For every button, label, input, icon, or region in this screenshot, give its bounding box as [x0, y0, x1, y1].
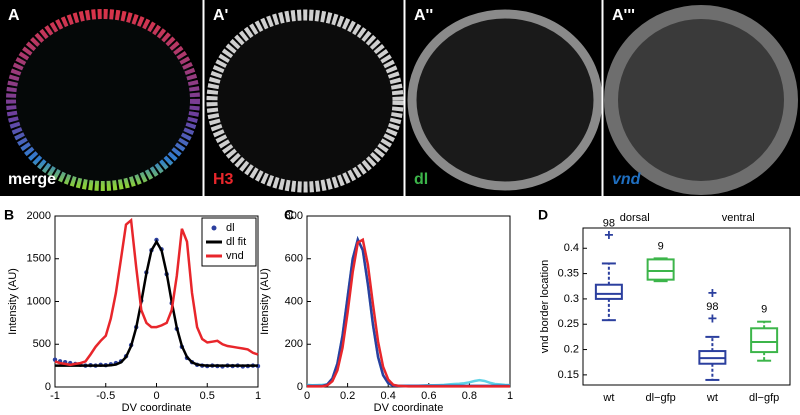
panel-label: A'	[213, 7, 228, 24]
y-tick-label: 0	[45, 381, 51, 393]
y-tick-label: 0	[297, 381, 303, 393]
x-tick-label: 1	[507, 390, 513, 402]
panel-label: B	[4, 207, 14, 223]
legend-label: dl	[226, 222, 235, 234]
count-label: 98	[603, 218, 615, 230]
y-tick-label: 0.25	[558, 318, 579, 330]
outlier: +	[708, 310, 717, 327]
x-tick-label: 0.8	[462, 390, 477, 402]
y-tick-label: 400	[285, 295, 303, 307]
x-tick-label: -1	[50, 390, 60, 402]
y-tick-label: 0.4	[564, 242, 579, 254]
legend-label: dl fit	[226, 236, 246, 248]
y-tick-label: 0.35	[558, 267, 579, 279]
x-tick-label: wt	[706, 392, 718, 404]
x-tick-label: 0	[304, 390, 310, 402]
x-axis-label: DV coordinate	[374, 402, 444, 414]
x-tick-label: 0.2	[340, 390, 355, 402]
x-tick-label: 1	[255, 390, 261, 402]
x-tick-label: 0.4	[381, 390, 396, 402]
legend-marker	[211, 225, 217, 231]
y-tick-label: 600	[285, 253, 303, 265]
legend-box	[201, 217, 257, 267]
panel-label: D	[538, 207, 548, 223]
embryo-h3	[206, 9, 404, 193]
data-line	[55, 239, 258, 367]
embryo-merge	[6, 9, 200, 191]
y-tick-label: 0.15	[558, 369, 579, 381]
embryo-vnd	[604, 5, 798, 195]
panel-label: A'''	[612, 7, 635, 24]
plot-frame	[582, 227, 791, 386]
box	[750, 327, 779, 354]
group-label: dorsal	[620, 212, 650, 224]
x-tick-label: dl−gfp	[749, 392, 779, 404]
group-label: ventral	[722, 212, 755, 224]
count-label: 9	[658, 240, 664, 252]
data-line	[54, 217, 259, 367]
y-tick-label: 500	[33, 338, 51, 350]
panel-caption: H3	[213, 171, 234, 188]
y-axis-label: Intensity (AU)	[7, 268, 19, 335]
x-tick-label: 0.6	[421, 390, 436, 402]
x-tick-label: -0.5	[96, 390, 115, 402]
y-axis-label: Intensity (AU)	[259, 268, 271, 335]
panel-caption: dl	[414, 171, 428, 188]
data-line	[307, 235, 510, 388]
x-tick-label: 0	[153, 390, 159, 402]
y-tick-label: 0.2	[564, 343, 579, 355]
panel-label: A	[8, 7, 20, 24]
legend-label: vnd	[226, 250, 244, 262]
panel-label: A''	[414, 7, 433, 24]
box	[594, 283, 623, 300]
y-tick-label: 1000	[27, 295, 51, 307]
panel-caption: vnd	[612, 171, 642, 188]
count-label: 98	[706, 301, 718, 313]
embryo-dl	[407, 9, 603, 191]
y-tick-label: 800	[285, 210, 303, 222]
y-tick-label: 200	[285, 338, 303, 350]
y-tick-label: 1500	[27, 253, 51, 265]
outlier: +	[708, 285, 717, 302]
panel-caption: merge	[8, 171, 56, 188]
y-tick-label: 0.3	[564, 293, 579, 305]
panel-label: C	[284, 207, 294, 223]
image-strip	[0, 0, 800, 196]
x-tick-label: dl−gfp	[645, 392, 675, 404]
x-axis-label: DV coordinate	[122, 402, 192, 414]
x-tick-label: 0.5	[200, 390, 215, 402]
box	[646, 258, 675, 281]
outlier: +	[604, 227, 613, 244]
x-tick-label: wt	[602, 392, 614, 404]
y-axis-label: vnd border location	[539, 260, 551, 354]
data-line	[307, 237, 510, 388]
count-label: 9	[761, 304, 767, 316]
y-tick-label: 2000	[27, 210, 51, 222]
